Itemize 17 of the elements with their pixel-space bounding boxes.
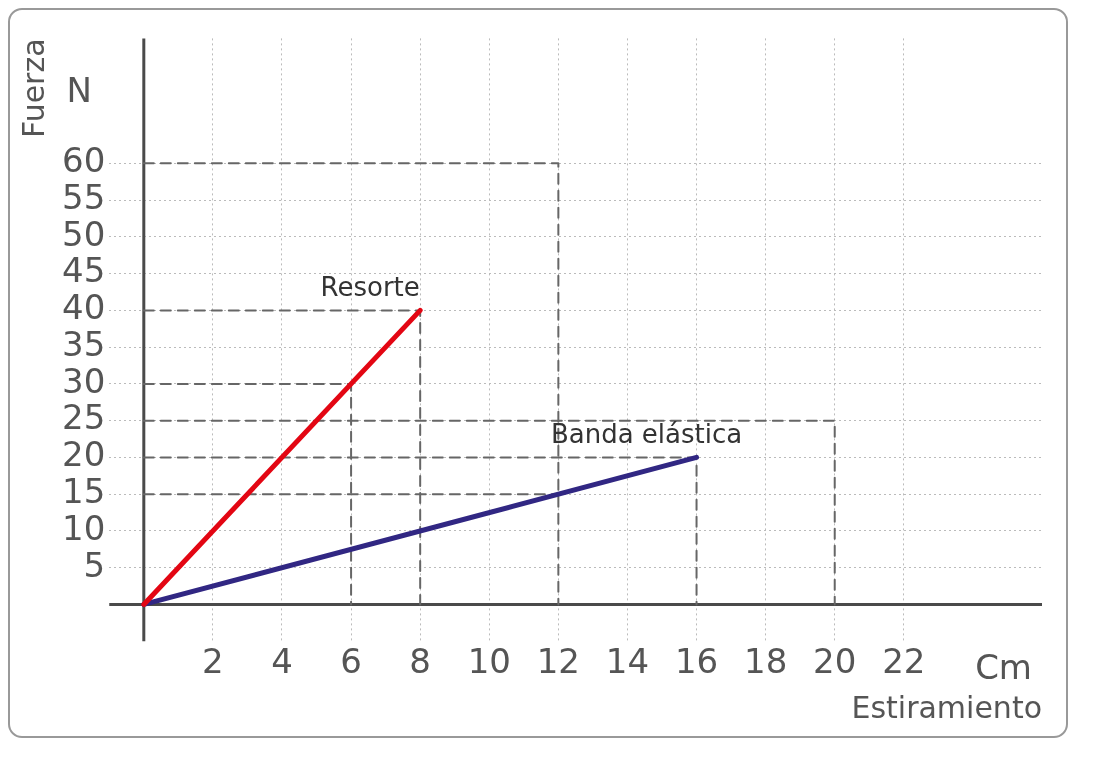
series-label: Banda elástica [550, 419, 743, 450]
text: Cm [975, 647, 1032, 688]
x-tick-label: 8 [409, 641, 431, 682]
x-tick-label: 12 [536, 641, 580, 682]
x-tick-label: 2 [202, 641, 224, 682]
y-axis-title: Fuerza [15, 38, 51, 138]
x-tick-label: 10 [467, 641, 511, 682]
x-tick-label: 14 [605, 641, 650, 682]
x-axis-title: Estiramiento [851, 689, 1042, 725]
x-tick-label: 18 [744, 641, 788, 682]
series-label: Resorte [320, 272, 420, 303]
x-tick-label: 22 [882, 641, 926, 682]
x-tick-label: 4 [271, 641, 293, 682]
x-tick-label: 20 [813, 641, 857, 682]
text: N [66, 70, 92, 111]
x-tick-label: 16 [674, 641, 719, 682]
x-tick-label: 6 [340, 641, 362, 682]
